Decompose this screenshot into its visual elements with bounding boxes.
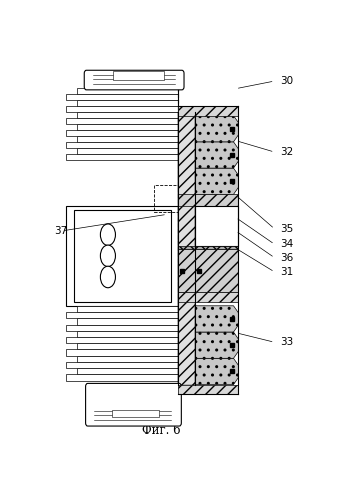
Text: 35: 35	[280, 224, 293, 234]
Text: 30: 30	[280, 76, 293, 86]
Bar	[66, 118, 178, 124]
Bar	[66, 362, 178, 368]
Polygon shape	[195, 332, 238, 358]
Text: 37: 37	[54, 226, 67, 236]
Bar	[77, 100, 178, 106]
Polygon shape	[195, 306, 238, 332]
Text: 36: 36	[280, 253, 293, 263]
Circle shape	[100, 245, 116, 266]
Bar	[77, 148, 178, 154]
Polygon shape	[195, 168, 238, 195]
Bar	[195, 206, 238, 246]
Bar	[66, 94, 178, 100]
Bar	[178, 112, 195, 385]
Polygon shape	[195, 142, 238, 168]
Bar	[66, 374, 178, 381]
Circle shape	[100, 224, 116, 246]
Bar	[66, 206, 178, 306]
Circle shape	[100, 266, 116, 288]
Bar	[77, 87, 178, 94]
Bar	[77, 343, 178, 349]
Bar	[66, 324, 178, 331]
Bar	[178, 292, 238, 302]
Bar	[66, 130, 178, 136]
Bar	[77, 318, 178, 324]
Text: Фиг. 6: Фиг. 6	[142, 424, 181, 437]
Text: 32: 32	[280, 147, 293, 157]
Bar	[77, 331, 178, 337]
Bar	[77, 306, 178, 312]
Bar	[66, 349, 178, 356]
Bar	[66, 337, 178, 343]
Bar	[77, 356, 178, 362]
Text: 33: 33	[280, 337, 293, 347]
Text: 31: 31	[280, 267, 293, 277]
Bar	[66, 154, 178, 160]
FancyBboxPatch shape	[84, 70, 184, 90]
Bar	[77, 112, 178, 118]
Bar	[77, 368, 178, 374]
Bar	[112, 410, 159, 417]
Bar	[154, 185, 178, 212]
FancyBboxPatch shape	[86, 383, 181, 426]
Bar	[178, 246, 238, 249]
Polygon shape	[195, 358, 238, 385]
Bar	[66, 106, 178, 112]
Bar	[77, 136, 178, 142]
Bar	[77, 124, 178, 130]
Bar	[74, 210, 171, 302]
Bar	[178, 195, 238, 206]
Bar	[66, 142, 178, 148]
Bar	[66, 312, 178, 318]
Polygon shape	[195, 116, 238, 142]
Bar	[178, 385, 238, 394]
Bar	[178, 106, 238, 116]
Bar	[113, 71, 164, 80]
Text: 34: 34	[280, 240, 293, 250]
Bar	[178, 249, 238, 292]
